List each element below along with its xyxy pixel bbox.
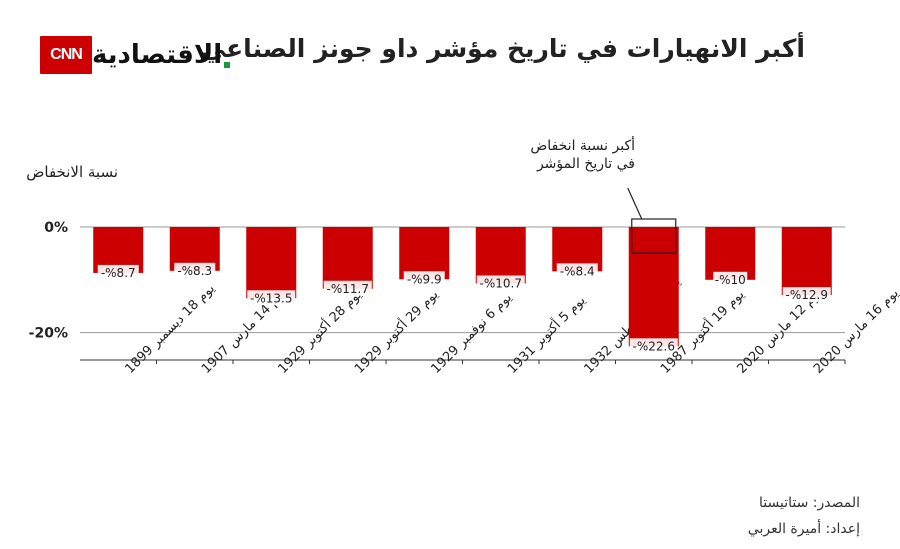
bar-2 <box>246 227 297 299</box>
data-label-bg-4 <box>403 271 445 287</box>
bar-4 <box>399 227 450 280</box>
source-note: المصدر: ستاتيستا <box>759 495 860 511</box>
y-tick-label-0: 0% <box>44 220 68 236</box>
data-label-bg-1 <box>174 262 216 278</box>
data-label-bg-6 <box>556 263 598 279</box>
x-tick-label-3: يوم 29 أكتوبر 1929 <box>351 286 442 377</box>
data-label-8: -%10 <box>715 273 746 287</box>
chart-annotation: أكبر نسبة انخفاض في تاريخ المؤشر <box>480 137 635 173</box>
brand-name: الاقتصادية <box>92 40 223 70</box>
data-label-3: -%11.7 <box>327 282 369 296</box>
data-label-bg-0 <box>97 264 139 280</box>
data-label-2: -%13.5 <box>250 291 292 305</box>
data-label-bg-8 <box>713 271 748 287</box>
brand-logo-text: الاقتصادية <box>92 40 231 70</box>
data-label-5: -%10.7 <box>480 276 522 290</box>
annotation-leader-line <box>627 187 643 220</box>
data-label-4: -%9.9 <box>407 272 442 286</box>
bar-9 <box>781 227 832 296</box>
data-label-bg-3 <box>323 280 372 296</box>
bar-5 <box>475 227 526 284</box>
annotation-line-2: في تاريخ المؤشر <box>536 156 635 172</box>
x-tick-label-4: يوم 6 نوفمبر 1929 <box>428 290 515 377</box>
data-label-6: -%8.4 <box>560 264 595 278</box>
bar-8 <box>705 227 756 280</box>
bar-7 <box>628 227 679 347</box>
y-tick-label-1: -20% <box>29 326 68 342</box>
data-label-bg-7 <box>629 338 678 354</box>
data-label-7: -%22.6 <box>633 339 675 353</box>
credit-note: إعداد: أميرة العربي <box>747 521 860 537</box>
bar-3 <box>322 227 373 289</box>
data-label-9: -%12.9 <box>786 288 828 302</box>
data-label-0: -%8.7 <box>101 266 136 280</box>
data-label-1: -%8.3 <box>177 264 212 278</box>
cnn-logo-icon: CNN <box>40 36 92 74</box>
logo: CNN الاقتصادية <box>40 36 234 74</box>
x-tick-label-5: يوم 5 أكتوبر 1931 <box>504 291 589 376</box>
y-axis-label: نسبة الانخفاض <box>26 163 118 181</box>
data-label-bg-5 <box>476 275 525 291</box>
annotation-line-1: أكبر نسبة انخفاض <box>530 138 635 154</box>
data-label-bg-2 <box>247 290 296 306</box>
annotation-box <box>631 218 677 254</box>
brand-dot-icon <box>224 62 231 68</box>
chart-title: أكبر الانهيارات في تاريخ مؤشر داو جونز ا… <box>200 34 805 63</box>
data-label-bg-9 <box>782 287 831 303</box>
